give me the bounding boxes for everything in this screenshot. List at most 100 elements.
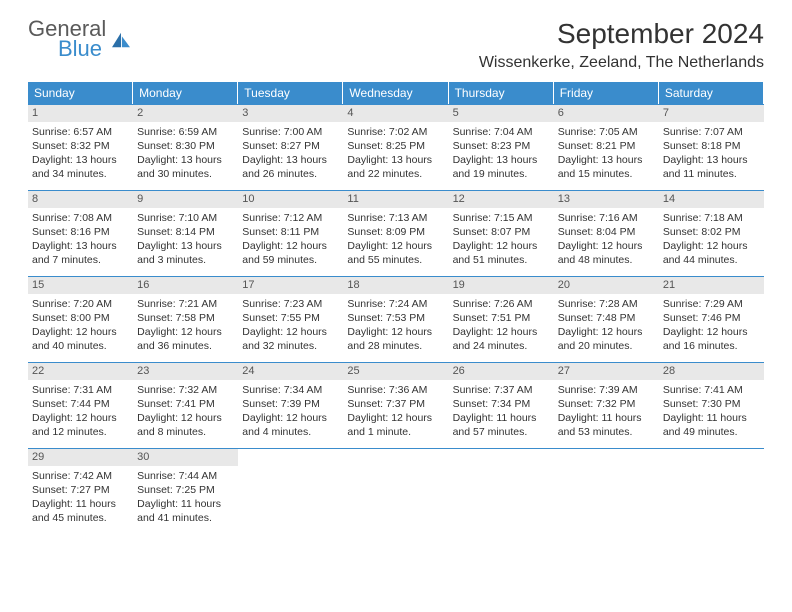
day-cell: 12Sunrise: 7:15 AMSunset: 8:07 PMDayligh… — [449, 190, 554, 276]
daylight-text: Daylight: 13 hours and 11 minutes. — [663, 153, 760, 181]
sunrise-text: Sunrise: 7:12 AM — [242, 211, 339, 225]
sunset-text: Sunset: 7:25 PM — [137, 483, 234, 497]
sunset-text: Sunset: 8:09 PM — [347, 225, 444, 239]
day-number: 28 — [659, 363, 764, 380]
day-cell: 19Sunrise: 7:26 AMSunset: 7:51 PMDayligh… — [449, 276, 554, 362]
day-cell: 30Sunrise: 7:44 AMSunset: 7:25 PMDayligh… — [133, 448, 238, 534]
sunrise-text: Sunrise: 6:57 AM — [32, 125, 129, 139]
day-cell: 8Sunrise: 7:08 AMSunset: 8:16 PMDaylight… — [28, 190, 133, 276]
sunset-text: Sunset: 7:34 PM — [453, 397, 550, 411]
sunset-text: Sunset: 7:32 PM — [558, 397, 655, 411]
sunrise-text: Sunrise: 7:16 AM — [558, 211, 655, 225]
day-cell: 5 Sunrise: 7:04 AMSunset: 8:23 PMDaylight… — [449, 104, 554, 190]
sunrise-text: Sunrise: 7:21 AM — [137, 297, 234, 311]
day-number: 1 — [28, 105, 133, 122]
daylight-text: Daylight: 12 hours and 55 minutes. — [347, 239, 444, 267]
day-number: 23 — [133, 363, 238, 380]
sunset-text: Sunset: 7:51 PM — [453, 311, 550, 325]
day-cell: 27Sunrise: 7:39 AMSunset: 7:32 PMDayligh… — [554, 362, 659, 448]
day-number: 2 — [133, 105, 238, 122]
day-number: 29 — [28, 449, 133, 466]
daylight-text: Daylight: 13 hours and 26 minutes. — [242, 153, 339, 181]
sunrise-text: Sunrise: 7:37 AM — [453, 383, 550, 397]
day-cell: 13Sunrise: 7:16 AMSunset: 8:04 PMDayligh… — [554, 190, 659, 276]
day-cell: 28Sunrise: 7:41 AMSunset: 7:30 PMDayligh… — [659, 362, 764, 448]
daylight-text: Daylight: 12 hours and 12 minutes. — [32, 411, 129, 439]
sunset-text: Sunset: 8:18 PM — [663, 139, 760, 153]
sunrise-text: Sunrise: 7:00 AM — [242, 125, 339, 139]
day-cell: 11Sunrise: 7:13 AMSunset: 8:09 PMDayligh… — [343, 190, 448, 276]
daylight-text: Daylight: 11 hours and 49 minutes. — [663, 411, 760, 439]
logo: General Blue — [28, 18, 132, 60]
sunrise-text: Sunrise: 7:31 AM — [32, 383, 129, 397]
day-number: 26 — [449, 363, 554, 380]
empty-cell — [449, 448, 554, 534]
title-block: September 2024 Wissenkerke, Zeeland, The… — [479, 18, 764, 72]
day-cell: 29Sunrise: 7:42 AMSunset: 7:27 PMDayligh… — [28, 448, 133, 534]
sunset-text: Sunset: 8:21 PM — [558, 139, 655, 153]
sunset-text: Sunset: 8:23 PM — [453, 139, 550, 153]
day-number: 5 — [449, 105, 554, 122]
sunset-text: Sunset: 8:16 PM — [32, 225, 129, 239]
day-number: 6 — [554, 105, 659, 122]
day-cell: 22Sunrise: 7:31 AMSunset: 7:44 PMDayligh… — [28, 362, 133, 448]
sunrise-text: Sunrise: 7:02 AM — [347, 125, 444, 139]
day-number: 13 — [554, 191, 659, 208]
sunrise-text: Sunrise: 7:04 AM — [453, 125, 550, 139]
daylight-text: Daylight: 13 hours and 34 minutes. — [32, 153, 129, 181]
sunrise-text: Sunrise: 7:32 AM — [137, 383, 234, 397]
day-number: 16 — [133, 277, 238, 294]
sunrise-text: Sunrise: 7:41 AM — [663, 383, 760, 397]
sunset-text: Sunset: 7:39 PM — [242, 397, 339, 411]
sunset-text: Sunset: 8:30 PM — [137, 139, 234, 153]
sunrise-text: Sunrise: 7:34 AM — [242, 383, 339, 397]
sunrise-text: Sunrise: 7:15 AM — [453, 211, 550, 225]
day-number: 24 — [238, 363, 343, 380]
sunset-text: Sunset: 8:02 PM — [663, 225, 760, 239]
day-number: 14 — [659, 191, 764, 208]
daylight-text: Daylight: 12 hours and 8 minutes. — [137, 411, 234, 439]
dow-header: Wednesday — [343, 82, 448, 104]
day-cell: 15Sunrise: 7:20 AMSunset: 8:00 PMDayligh… — [28, 276, 133, 362]
dow-header: Thursday — [449, 82, 554, 104]
day-number: 10 — [238, 191, 343, 208]
day-cell: 14Sunrise: 7:18 AMSunset: 8:02 PMDayligh… — [659, 190, 764, 276]
day-cell: 16Sunrise: 7:21 AMSunset: 7:58 PMDayligh… — [133, 276, 238, 362]
sunset-text: Sunset: 7:53 PM — [347, 311, 444, 325]
sunrise-text: Sunrise: 7:07 AM — [663, 125, 760, 139]
daylight-text: Daylight: 12 hours and 32 minutes. — [242, 325, 339, 353]
sunset-text: Sunset: 7:37 PM — [347, 397, 444, 411]
logo-line2: Blue — [58, 38, 106, 60]
logo-sail-icon — [110, 31, 132, 49]
sunrise-text: Sunrise: 7:42 AM — [32, 469, 129, 483]
sunset-text: Sunset: 7:44 PM — [32, 397, 129, 411]
day-number: 15 — [28, 277, 133, 294]
sunrise-text: Sunrise: 7:10 AM — [137, 211, 234, 225]
sunset-text: Sunset: 7:27 PM — [32, 483, 129, 497]
empty-cell — [238, 448, 343, 534]
daylight-text: Daylight: 12 hours and 20 minutes. — [558, 325, 655, 353]
day-cell: 9Sunrise: 7:10 AMSunset: 8:14 PMDaylight… — [133, 190, 238, 276]
header: General Blue September 2024 Wissenkerke,… — [28, 18, 764, 72]
daylight-text: Daylight: 12 hours and 28 minutes. — [347, 325, 444, 353]
dow-header: Sunday — [28, 82, 133, 104]
day-cell: 25Sunrise: 7:36 AMSunset: 7:37 PMDayligh… — [343, 362, 448, 448]
daylight-text: Daylight: 13 hours and 22 minutes. — [347, 153, 444, 181]
daylight-text: Daylight: 13 hours and 7 minutes. — [32, 239, 129, 267]
day-number: 9 — [133, 191, 238, 208]
day-number: 12 — [449, 191, 554, 208]
sunset-text: Sunset: 7:55 PM — [242, 311, 339, 325]
sunrise-text: Sunrise: 7:29 AM — [663, 297, 760, 311]
sunset-text: Sunset: 7:48 PM — [558, 311, 655, 325]
empty-cell — [659, 448, 764, 534]
sunset-text: Sunset: 8:07 PM — [453, 225, 550, 239]
daylight-text: Daylight: 12 hours and 48 minutes. — [558, 239, 655, 267]
day-cell: 4Sunrise: 7:02 AMSunset: 8:25 PMDaylight… — [343, 104, 448, 190]
day-number: 7 — [659, 105, 764, 122]
daylight-text: Daylight: 13 hours and 19 minutes. — [453, 153, 550, 181]
sunset-text: Sunset: 8:32 PM — [32, 139, 129, 153]
sunrise-text: Sunrise: 7:18 AM — [663, 211, 760, 225]
day-cell: 23Sunrise: 7:32 AMSunset: 7:41 PMDayligh… — [133, 362, 238, 448]
empty-cell — [554, 448, 659, 534]
sunset-text: Sunset: 8:25 PM — [347, 139, 444, 153]
